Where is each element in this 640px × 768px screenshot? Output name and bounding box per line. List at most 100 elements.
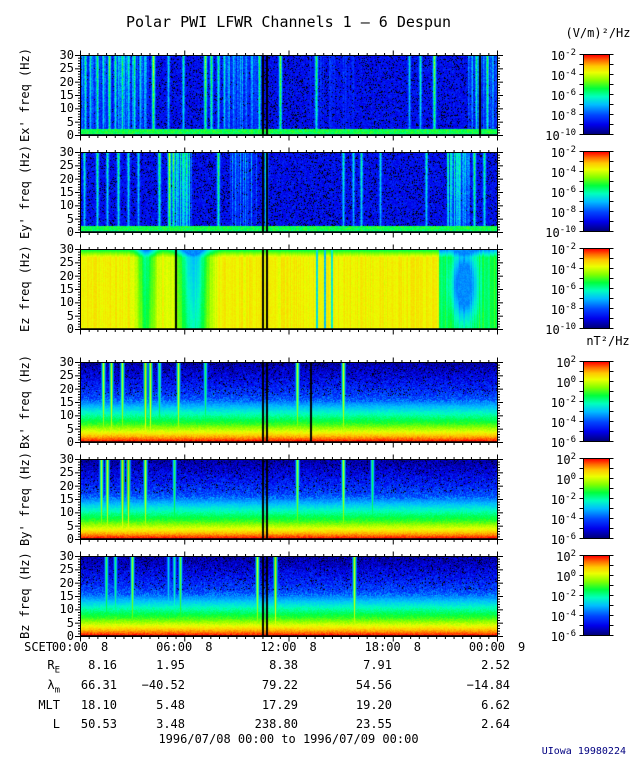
colorbar-label-mantissa: 10: [550, 206, 566, 220]
colorbar-label-exponent: 2: [570, 355, 576, 365]
ephemeris-label-base: MLT: [38, 698, 60, 712]
x-tick-time: 00:00: [468, 640, 505, 654]
colorbar-label-mantissa: 10: [550, 263, 566, 277]
y-tick-label: 15: [59, 185, 74, 199]
colorbar-label-exponent: -4: [565, 262, 576, 272]
magnetic-colorbar-unit-label: nT²/Hz: [586, 334, 630, 348]
y-tick-label: 25: [59, 465, 74, 480]
colorbar-tick-label: 100: [526, 376, 576, 390]
ez-axis-label: Ez freq (Hz): [18, 245, 32, 333]
colorbar-label-mantissa: 10: [550, 303, 566, 317]
colorbar-label-exponent: -8: [565, 302, 576, 312]
colorbar-label-exponent: -10: [559, 225, 576, 235]
y-tick-label: 10: [59, 198, 74, 213]
y-tick-label: 5: [66, 308, 74, 323]
colorbar-label-mantissa: 10: [550, 590, 566, 604]
colorbar-tick-label: 10-10: [526, 129, 576, 143]
by-axis-label: By' freq (Hz): [18, 452, 32, 546]
spectrogram-by-canvas: [80, 459, 497, 539]
x-tick: 06:00 8: [156, 640, 212, 654]
colorbar-label-mantissa: 10: [550, 69, 566, 83]
colorbar-label-exponent: -6: [565, 282, 576, 292]
panel-frame: [72, 48, 506, 143]
colorbar-frame: [577, 555, 615, 637]
ephemeris-row-label: λm: [0, 678, 60, 695]
y-tick-label: 0: [66, 629, 74, 643]
ephemeris-value: 2.52: [481, 658, 510, 672]
panel-frame: [72, 452, 506, 547]
colorbar-label-exponent: -4: [565, 415, 576, 425]
electric-colorbar-unit-label: (V/m)²/Hz: [565, 26, 631, 40]
colorbar-label-exponent: 2: [570, 452, 576, 462]
y-tick-label: 0: [66, 225, 74, 239]
y-tick-label: 20: [59, 381, 74, 396]
colorbar-label-mantissa: 10: [550, 283, 566, 297]
y-tick-label: 15: [59, 492, 74, 506]
ephemeris-value: 8.38: [269, 658, 298, 672]
y-tick-label: 30: [59, 242, 74, 256]
colorbar-frame: [577, 54, 615, 136]
colorbar-by: [583, 459, 609, 539]
ephemeris-value: 3.48: [156, 717, 185, 731]
colorbar-tick-label: 10-8: [526, 206, 576, 220]
colorbar-label-mantissa: 10: [550, 109, 566, 123]
colorbar-label-mantissa: 10: [550, 89, 566, 103]
y-tick-label: 25: [59, 562, 74, 577]
y-tick-label: 5: [66, 421, 74, 436]
x-tick-time: 12:00: [260, 640, 297, 654]
y-tick-label: 0: [66, 532, 74, 546]
ephemeris-value: 18.10: [80, 698, 117, 712]
spectrogram-ex-canvas: [80, 55, 497, 135]
colorbar-tick-label: 10-6: [526, 283, 576, 297]
bz-axis-label: Bz freq (Hz): [18, 552, 32, 640]
y-tick-label: 5: [66, 114, 74, 129]
colorbar-label-mantissa: 10: [550, 436, 566, 450]
colorbar-tick-label: 10-6: [526, 436, 576, 450]
colorbar-label-exponent: -2: [565, 242, 576, 252]
y-tick-label: 20: [59, 74, 74, 89]
colorbar-tick-label: 10-6: [526, 89, 576, 103]
ex-axis-label: Ex' freq (Hz): [18, 48, 32, 142]
y-tick-label: 0: [66, 435, 74, 449]
x-tick-day: 9: [517, 640, 526, 654]
ephemeris-value: −14.84: [466, 678, 510, 692]
x-axis-label: SCET: [24, 640, 53, 654]
colorbar-label-exponent: -2: [565, 48, 576, 58]
ephemeris-value: 79.22: [261, 678, 298, 692]
ephemeris-row-label: L: [0, 717, 60, 734]
colorbar-frame: [577, 458, 615, 540]
y-tick-label: 10: [59, 408, 74, 423]
time-range-caption: 1996/07/08 00:00 to 1996/07/09 00:00: [158, 732, 419, 746]
ephemeris-value: 8.16: [88, 658, 117, 672]
colorbar-tick-label: 102: [526, 550, 576, 564]
colorbar-tick-label: 10-10: [526, 226, 576, 240]
y-tick-label: 20: [59, 575, 74, 590]
colorbar-tick-label: 10-2: [526, 243, 576, 257]
panel-frame: [72, 242, 506, 337]
colorbar-label-mantissa: 10: [556, 570, 571, 584]
ephemeris-value: −40.52: [141, 678, 185, 692]
colorbar-tick-label: 10-10: [526, 323, 576, 337]
y-tick-label: 20: [59, 268, 74, 283]
credit-stamp: UIowa 19980224: [541, 746, 626, 757]
colorbar-label-exponent: 0: [570, 375, 576, 385]
ephemeris-label-subscript: m: [54, 685, 60, 696]
y-tick-label: 20: [59, 171, 74, 186]
colorbar-label-mantissa: 10: [545, 226, 560, 240]
y-tick-label: 25: [59, 255, 74, 270]
colorbar-label-exponent: -10: [559, 128, 576, 138]
y-tick-label: 30: [59, 355, 74, 369]
x-tick: 00:00 8: [52, 640, 108, 654]
y-tick-label: 20: [59, 478, 74, 493]
colorbar-tick-label: 100: [526, 570, 576, 584]
colorbar-label-exponent: -2: [565, 492, 576, 502]
colorbar-label-mantissa: 10: [550, 513, 566, 527]
colorbar-label-mantissa: 10: [556, 473, 571, 487]
colorbar-label-mantissa: 10: [556, 453, 571, 467]
y-tick-label: 15: [59, 88, 74, 102]
ephemeris-label-base: R: [47, 658, 55, 672]
ephemeris-value: 2.64: [481, 717, 510, 731]
colorbar-tick-label: 10-4: [526, 69, 576, 83]
colorbar-label-exponent: -6: [565, 532, 576, 542]
